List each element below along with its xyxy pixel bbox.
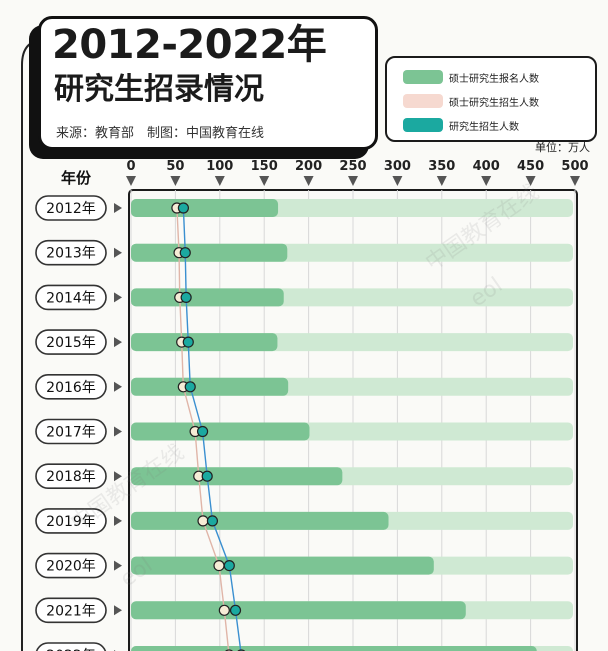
x-tick-label: 450 xyxy=(517,159,544,174)
bar-applicants xyxy=(131,601,466,620)
dot-grad-enrollment xyxy=(196,425,209,438)
dot-master-enrollment xyxy=(218,604,230,616)
year-arrow xyxy=(114,337,122,348)
dot-grad-enrollment xyxy=(179,247,191,259)
title-card: 2012-2022年 研究生招录情况 来源：教育部 制图：中国教育在线 xyxy=(38,16,378,150)
bar-applicants xyxy=(131,556,434,575)
year-arrow xyxy=(114,515,122,526)
dot-grad-enrollment xyxy=(206,515,219,527)
year-pill xyxy=(35,463,107,490)
bar-applicants xyxy=(131,422,310,441)
dot-grad-enrollment xyxy=(201,470,213,482)
x-tick-label: 350 xyxy=(428,159,455,174)
dot-grad-enrollment xyxy=(229,604,242,616)
year-arrow xyxy=(114,471,122,482)
x-tick-label: 50 xyxy=(166,159,184,174)
legend-swatch xyxy=(403,118,443,132)
bar-applicants xyxy=(131,288,284,307)
year-pill xyxy=(35,284,107,311)
bar-applicants xyxy=(131,243,288,262)
legend-swatch xyxy=(403,70,443,84)
x-tick-marker xyxy=(259,176,270,186)
x-tick-marker xyxy=(170,176,181,186)
x-tick-marker xyxy=(348,176,358,186)
legend-label: 硕士研究生报名人数 xyxy=(449,73,539,85)
x-tick-marker xyxy=(392,176,403,186)
chart-subtitle: 研究生招录情况 xyxy=(54,72,264,107)
x-tick-label: 0 xyxy=(126,159,135,174)
bar-applicants xyxy=(131,377,289,396)
year-arrow xyxy=(114,247,122,258)
legend-label: 研究生招生人数 xyxy=(449,121,519,133)
year-pill xyxy=(35,508,107,534)
year-pill xyxy=(35,552,107,579)
dot-grad-enrollment xyxy=(177,202,189,214)
year-pill xyxy=(35,373,107,400)
x-tick-label: 100 xyxy=(206,159,233,174)
x-tick-label: 200 xyxy=(295,159,322,174)
bar-applicants xyxy=(131,511,389,530)
year-label: 2012年 xyxy=(46,201,96,217)
year-arrow xyxy=(114,292,122,303)
year-arrow xyxy=(114,381,122,392)
year-label: 2019年 xyxy=(46,514,96,530)
chart-title: 2012-2022年 xyxy=(52,22,327,68)
year-label: 2021年 xyxy=(46,603,96,619)
year-label: 2013年 xyxy=(46,246,96,262)
year-pill xyxy=(35,239,107,266)
legend-swatch xyxy=(403,94,443,108)
x-tick-label: 500 xyxy=(561,159,588,174)
year-pill xyxy=(35,597,107,624)
x-tick-marker xyxy=(481,176,492,186)
year-pill xyxy=(35,642,107,651)
x-tick-marker xyxy=(525,176,536,186)
x-tick-label: 300 xyxy=(384,159,411,174)
x-tick-marker xyxy=(126,176,136,186)
x-tick-marker xyxy=(436,176,447,186)
x-tick-label: 400 xyxy=(473,159,500,174)
legend-label: 硕士研究生招生人数 xyxy=(449,97,539,109)
bar-applicants xyxy=(131,333,278,352)
year-pill xyxy=(35,418,107,445)
year-arrow xyxy=(114,426,122,437)
bar-applicants xyxy=(131,467,343,486)
dot-master-enrollment xyxy=(197,515,209,527)
year-arrow xyxy=(114,560,122,571)
legend-item-master-enrollment: 硕士研究生招生人数 xyxy=(403,93,539,109)
dot-grad-enrollment xyxy=(180,291,192,303)
year-pill xyxy=(35,195,107,221)
year-arrow xyxy=(114,203,122,213)
dot-master-enrollment xyxy=(213,559,225,572)
year-label: 2020年 xyxy=(46,559,96,575)
bar-applicants xyxy=(131,646,537,651)
dot-grad-enrollment xyxy=(223,559,235,572)
legend: 硕士研究生报名人数 硕士研究生招生人数 研究生招生人数 xyxy=(385,56,597,142)
bar-applicants xyxy=(131,199,279,217)
legend-item-grad-enrollment: 研究生招生人数 xyxy=(403,117,519,133)
year-label: 2022年 xyxy=(46,648,96,651)
year-label: 2017年 xyxy=(46,425,96,441)
x-tick-label: 150 xyxy=(251,159,278,174)
year-pill xyxy=(35,329,107,355)
dot-grad-enrollment xyxy=(184,381,196,393)
x-tick-label: 250 xyxy=(339,159,366,174)
x-tick-marker xyxy=(570,176,580,186)
year-label: 2015年 xyxy=(46,335,96,351)
year-arrow xyxy=(114,605,122,616)
year-label: 2014年 xyxy=(46,290,96,306)
unit-label: 单位：万人 xyxy=(535,140,590,154)
legend-item-applicants: 硕士研究生报名人数 xyxy=(403,69,539,85)
year-label: 2018年 xyxy=(46,469,96,485)
dot-grad-enrollment xyxy=(182,336,194,348)
source-note: 来源：教育部 制图：中国教育在线 xyxy=(56,126,265,141)
year-label: 2016年 xyxy=(46,380,96,396)
x-tick-marker xyxy=(303,176,314,186)
y-axis-label: 年份 xyxy=(61,169,92,187)
x-tick-marker xyxy=(214,176,225,186)
